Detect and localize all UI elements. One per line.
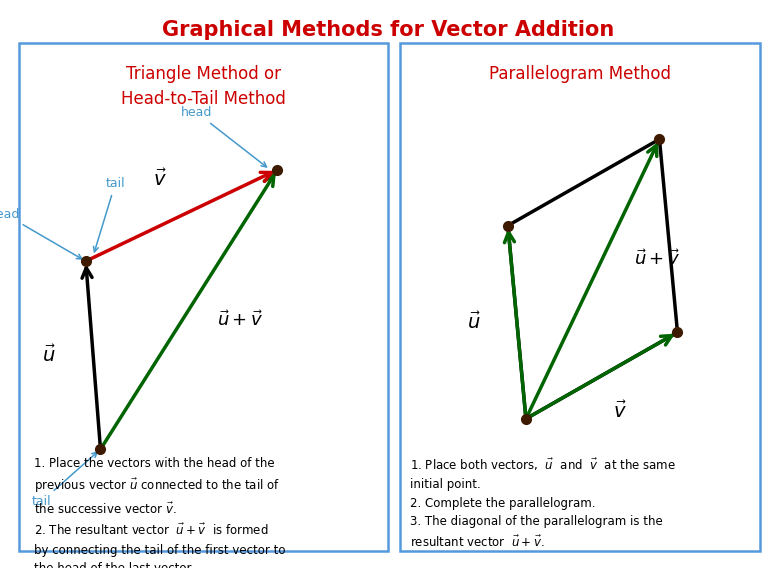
Text: $\vec{u}$: $\vec{u}$ [466, 312, 480, 333]
Text: $\vec{u}+\vec{v}$: $\vec{u}+\vec{v}$ [635, 249, 681, 269]
Text: 1. Place both vectors,  $\vec{u}$  and  $\vec{v}$  at the same
initial point.
2.: 1. Place both vectors, $\vec{u}$ and $\v… [411, 457, 676, 550]
Text: 1. Place the vectors with the head of the
previous vector $\vec{u}$ connected to: 1. Place the vectors with the head of th… [34, 457, 286, 568]
Text: $\vec{u}$: $\vec{u}$ [42, 345, 56, 366]
Text: tail: tail [32, 452, 97, 508]
Text: Triangle Method or
Head-to-Tail Method: Triangle Method or Head-to-Tail Method [121, 65, 286, 108]
Text: $\vec{v}$: $\vec{v}$ [613, 400, 627, 422]
Text: Graphical Methods for Vector Addition: Graphical Methods for Vector Addition [162, 20, 614, 40]
Text: $\vec{u}+\vec{v}$: $\vec{u}+\vec{v}$ [217, 310, 264, 329]
Text: $\vec{v}$: $\vec{v}$ [153, 169, 166, 190]
Text: head: head [181, 106, 266, 167]
Text: head: head [0, 207, 82, 259]
Text: tail: tail [93, 177, 125, 252]
Text: Parallelogram Method: Parallelogram Method [489, 65, 671, 83]
